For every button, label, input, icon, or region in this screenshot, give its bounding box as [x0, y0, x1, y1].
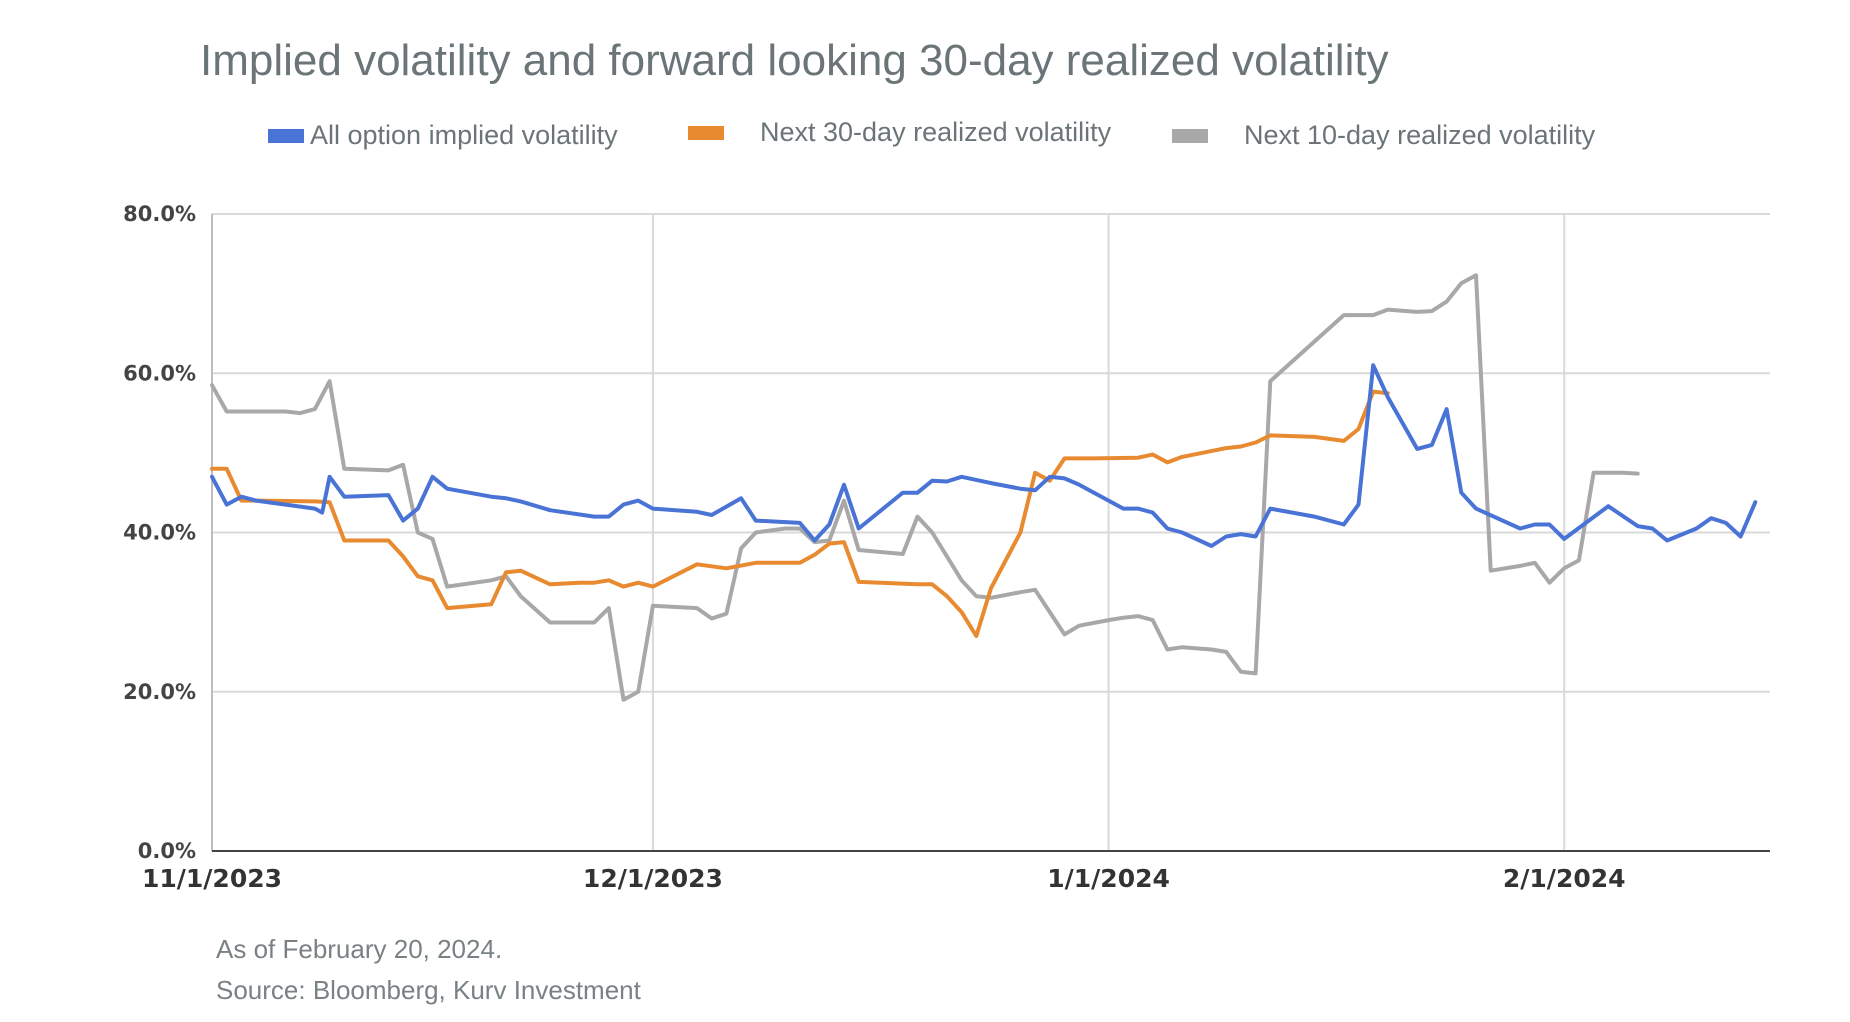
chart-title: Implied volatility and forward looking 3… [200, 36, 1389, 85]
y-tick-label: 80.0% [123, 202, 196, 226]
x-tick-label: 12/1/2023 [583, 864, 723, 893]
chart-legend: All option implied volatility Next 30-da… [0, 117, 1850, 160]
legend-swatch-realized-10d [1172, 128, 1208, 143]
x-tick-label: 11/1/2023 [142, 864, 282, 893]
legend-item-realized-30d: Next 30-day realized volatility [688, 117, 1111, 148]
y-tick-label: 40.0% [123, 521, 196, 545]
legend-label-realized-30d: Next 30-day realized volatility [760, 117, 1112, 147]
legend-item-realized-10d: Next 10-day realized volatility [1172, 120, 1595, 151]
y-tick-label: 20.0% [123, 680, 196, 704]
legend-swatch-realized-30d [688, 125, 724, 140]
y-tick-label: 0.0% [138, 839, 196, 863]
legend-label-realized-10d: Next 10-day realized volatility [1244, 120, 1596, 150]
legend-swatch-implied [268, 128, 304, 143]
series-line-implied-volatility [210, 363, 1758, 548]
footnote-source: Source: Bloomberg, Kurv Investment [216, 975, 641, 1005]
x-tick-label: 2/1/2024 [1503, 864, 1626, 893]
footnote-date: As of February 20, 2024. [216, 934, 503, 964]
series-line-realized-10d [210, 273, 1640, 702]
legend-item-implied: All option implied volatility [268, 120, 618, 151]
series-line-realized-30d [210, 389, 1390, 638]
y-tick-label: 60.0% [123, 361, 196, 385]
x-tick-label: 1/1/2024 [1047, 864, 1170, 893]
legend-label-implied: All option implied volatility [310, 120, 618, 150]
